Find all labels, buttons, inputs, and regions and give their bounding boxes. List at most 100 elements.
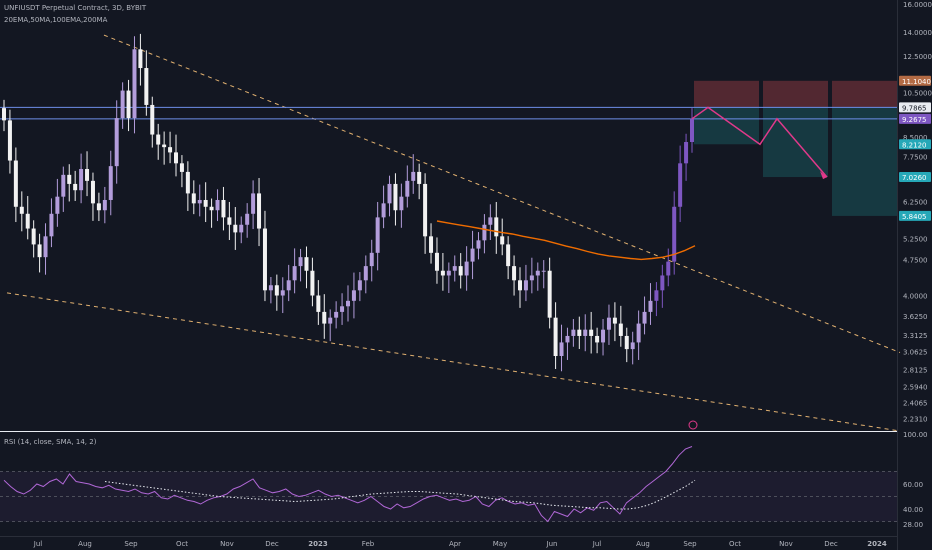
candle-body (292, 266, 297, 281)
time-tick-label: Feb (362, 540, 375, 548)
candle-body (233, 224, 238, 233)
candle-body (340, 306, 345, 312)
candle-body (452, 266, 457, 271)
time-tick-label: Jun (546, 540, 558, 548)
candle-body (73, 183, 78, 191)
candle-body (690, 118, 694, 143)
candle-body (429, 236, 434, 253)
candle-body (203, 199, 208, 207)
candle-body (529, 275, 534, 281)
time-tick-label: Jul (33, 540, 43, 548)
candle-body (369, 252, 374, 267)
candle-body (174, 152, 178, 164)
price-tick-label: 2.5940 (903, 384, 928, 392)
candle-body (2, 108, 6, 121)
price-tick-label: 12.5000 (903, 53, 932, 61)
candle-body (108, 166, 113, 200)
rsi-tick-label: 100.00 (903, 431, 928, 439)
candle-body (328, 317, 333, 324)
candle-body (239, 224, 244, 233)
price-badge-label: 9.2675 (902, 116, 927, 124)
event-marker (688, 420, 698, 430)
price-tick-label: 3.3125 (903, 332, 928, 340)
candle-body (31, 228, 36, 245)
time-tick-label: Nov (779, 540, 793, 548)
candle-body (25, 213, 30, 229)
candle-body (43, 236, 48, 258)
candle-body (227, 217, 232, 225)
stop-zone-2 (763, 80, 828, 108)
candle-body (197, 199, 202, 204)
candle-body (411, 171, 416, 181)
price-badge-label: 7.0260 (902, 174, 927, 182)
candle-body (191, 193, 196, 204)
candle-body (334, 311, 339, 318)
trendline-2 (6, 292, 901, 432)
time-tick-label: Dec (824, 540, 838, 548)
candle-body (500, 236, 505, 245)
candle-body (440, 270, 445, 276)
candle-body (387, 183, 392, 204)
candle-body (405, 180, 410, 197)
symbol-title[interactable]: UNFIUSDT Perpetual Contract, 3D, BYBIT (4, 4, 147, 12)
price-badge-bg (899, 172, 931, 183)
price-tick-label: 10.5000 (903, 90, 932, 98)
candle-body (648, 300, 653, 312)
candle-body (114, 118, 119, 167)
candle-body (13, 160, 18, 207)
candle-body (565, 335, 570, 343)
candle-body (583, 329, 588, 336)
rsi-band (0, 471, 897, 522)
time-tick-label: Sep (683, 540, 697, 548)
price-badge-bg (899, 102, 931, 113)
projection-arrowhead (820, 171, 827, 180)
candle-body (624, 335, 629, 350)
time-tick-label: Oct (176, 540, 188, 548)
price-tick-label: 2.4065 (903, 399, 928, 407)
time-tick-label: Aug (78, 540, 92, 548)
candle-body (322, 311, 327, 324)
candle-body (434, 252, 439, 271)
candle-body (684, 142, 689, 164)
candle-body (209, 206, 214, 211)
candle-body (357, 280, 362, 291)
candle-body (399, 196, 404, 211)
candle-body (316, 295, 321, 312)
rsi-line (3, 446, 693, 523)
candle-body (280, 290, 285, 296)
candle-body (215, 199, 220, 211)
rsi-legend[interactable]: RSI (14, close, SMA, 14, 2) (4, 438, 97, 446)
price-badge-bg (899, 75, 931, 86)
candle-body (286, 280, 291, 291)
time-tick-label: Apr (449, 540, 461, 548)
candle-body (482, 224, 487, 241)
rsi-tick-label: 28.00 (903, 521, 923, 529)
candle-body (79, 169, 84, 191)
target-zone-3 (832, 107, 897, 216)
indicators-legend[interactable]: 20EMA,50MA,100EMA,200MA (4, 16, 108, 24)
stop-zone-1 (694, 80, 759, 108)
time-tick-label: Aug (636, 540, 650, 548)
candle-body (589, 329, 594, 336)
price-tick-label: 2.8125 (903, 367, 928, 375)
candle-body (606, 317, 611, 330)
candle-body (120, 90, 125, 119)
trendline-1 (103, 34, 901, 353)
candle-body (654, 290, 659, 301)
candle-body (601, 329, 606, 343)
price-badge-bg (899, 139, 931, 150)
time-tick-label: Dec (265, 540, 279, 548)
candle-body (55, 196, 60, 214)
candle-body (512, 266, 517, 281)
candle-body (351, 290, 356, 301)
price-tick-label: 2.2310 (903, 415, 928, 423)
candle-body (381, 203, 386, 218)
candle-body (262, 228, 267, 291)
candle-body (185, 171, 190, 194)
candle-body (245, 213, 250, 225)
rsi-tick-label: 60.00 (903, 481, 923, 489)
candle-body (553, 317, 558, 356)
candle-body (126, 90, 131, 119)
